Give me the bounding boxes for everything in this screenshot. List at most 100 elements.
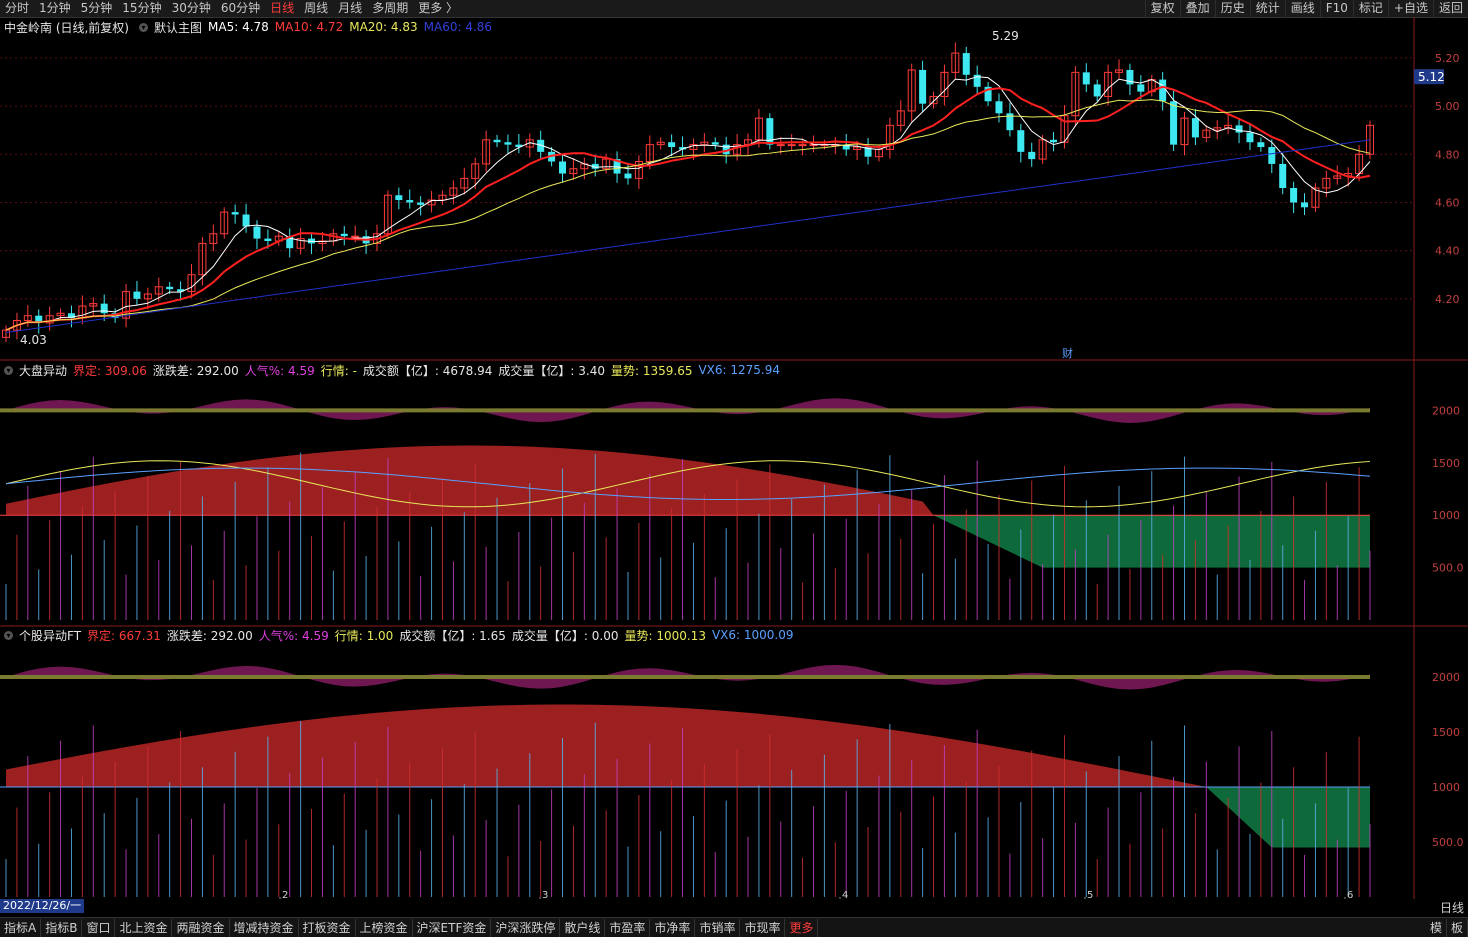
candle-down bbox=[253, 226, 261, 239]
tool-button[interactable]: 统计 bbox=[1249, 0, 1285, 17]
period-tab[interactable]: 多周期 bbox=[372, 1, 409, 15]
candle-down bbox=[1246, 132, 1254, 143]
period-label: 日线 bbox=[1439, 901, 1464, 915]
candle-up bbox=[56, 312, 65, 317]
indicator-tick: 500.0 bbox=[1432, 562, 1464, 575]
candle-up bbox=[198, 242, 207, 276]
candle-down bbox=[1028, 151, 1036, 160]
panel-button[interactable]: 板 bbox=[1447, 918, 1468, 937]
panel2-jieding: 界定: 309.06 bbox=[73, 363, 147, 378]
collapse-icon[interactable]: ▾ bbox=[4, 630, 13, 640]
candle-down bbox=[100, 303, 108, 314]
period-tab[interactable]: 日线 bbox=[270, 1, 295, 15]
tool-button[interactable]: +自选 bbox=[1387, 0, 1433, 17]
indicator-tab[interactable]: 市销率 bbox=[695, 918, 741, 937]
candle-up bbox=[471, 163, 480, 179]
period-tab[interactable]: 分时 bbox=[5, 1, 30, 15]
tool-button[interactable]: 复权 bbox=[1144, 0, 1180, 17]
price-tick: 5.00 bbox=[1435, 100, 1460, 113]
indicator-tab[interactable]: 北上资金 bbox=[115, 918, 173, 937]
ma5-line bbox=[5, 76, 1371, 331]
indicator-tab[interactable]: 沪深ETF资金 bbox=[413, 918, 492, 937]
low-label: 4.03 bbox=[20, 333, 47, 347]
candle-up bbox=[1115, 69, 1124, 73]
candle-down bbox=[995, 101, 1003, 114]
candle-down bbox=[133, 291, 141, 299]
candle-down bbox=[504, 142, 512, 145]
candle-up bbox=[383, 194, 392, 235]
candle-down bbox=[984, 86, 992, 102]
candle-down bbox=[962, 53, 970, 75]
indicator-tick: 500.0 bbox=[1432, 836, 1464, 849]
indicator-tab[interactable]: 上榜资金 bbox=[356, 918, 413, 937]
period-tab[interactable]: 周线 bbox=[304, 1, 329, 15]
period-tab[interactable]: 1分钟 bbox=[39, 1, 71, 15]
strip-area bbox=[6, 398, 1370, 423]
ma5-value: MA5: 4.78 bbox=[208, 20, 269, 34]
panel3-name[interactable]: 个股异动FT bbox=[19, 628, 82, 643]
panel3-amount: 成交额【亿】: 1.65 bbox=[399, 628, 506, 643]
candle-down bbox=[1093, 84, 1101, 97]
candle-down bbox=[177, 289, 185, 292]
indicator-tab[interactable]: 指标A bbox=[0, 918, 42, 937]
candle-down bbox=[1082, 72, 1090, 85]
period-tab[interactable]: 15分钟 bbox=[122, 1, 162, 15]
template-name[interactable]: 默认主图 bbox=[154, 20, 203, 35]
candle-down bbox=[67, 313, 75, 319]
indicator-tab[interactable]: 两融资金 bbox=[172, 918, 230, 937]
candle-down bbox=[1006, 113, 1014, 131]
liangshi-line bbox=[5, 460, 1371, 508]
period-tab[interactable]: 更多 〉 bbox=[418, 1, 459, 15]
indicator-tab[interactable]: 指标B bbox=[41, 918, 83, 937]
tool-button[interactable]: 标记 bbox=[1352, 0, 1388, 17]
period-tab[interactable]: 月线 bbox=[338, 1, 363, 15]
dropdown-icon[interactable]: ▾ bbox=[139, 22, 148, 32]
tool-button[interactable]: 历史 bbox=[1214, 0, 1250, 17]
panel2-renqi: 人气%: 4.59 bbox=[244, 363, 315, 378]
indicator-tick: 1000 bbox=[1432, 509, 1460, 522]
candle-up bbox=[187, 274, 196, 293]
indicator-tab[interactable]: 窗口 bbox=[82, 918, 116, 937]
period-tab[interactable]: 5分钟 bbox=[80, 1, 113, 15]
indicator-tab[interactable]: 打板资金 bbox=[299, 918, 356, 937]
wave-negative bbox=[6, 787, 1370, 848]
indicator-tab[interactable]: 市现率 bbox=[740, 918, 786, 937]
candle-up bbox=[645, 144, 654, 162]
month-label: 4 bbox=[842, 890, 848, 899]
indicator-tab[interactable]: 沪深涨跌停 bbox=[491, 918, 561, 937]
tool-button[interactable]: 返回 bbox=[1432, 0, 1468, 17]
candle-up bbox=[896, 110, 905, 126]
indicator-toolbar: 指标A 指标B 窗口 北上资金 两融资金 增减持资金 打板资金 上榜资金 沪深ETF资金 沪深涨跌… bbox=[0, 917, 1468, 937]
candle-up bbox=[907, 69, 916, 112]
candle-up bbox=[940, 71, 949, 97]
candle-down bbox=[1257, 142, 1265, 148]
period-tab[interactable]: 30分钟 bbox=[171, 1, 211, 15]
indicator-tab[interactable]: 散户线 bbox=[560, 918, 606, 937]
chart-canvas[interactable]: 5.20 5.00 4.80 4.60 4.40 4.20 5.29 4.03 财 5.12 200… bbox=[0, 17, 1468, 899]
tool-button[interactable]: 叠加 bbox=[1179, 0, 1215, 17]
tool-button[interactable]: 画线 bbox=[1284, 0, 1320, 17]
collapse-icon[interactable]: ▾ bbox=[4, 365, 13, 375]
panel-button[interactable]: 模 bbox=[1426, 918, 1447, 937]
candle-down bbox=[493, 139, 501, 143]
wave-positive bbox=[6, 445, 1370, 516]
indicator-tab[interactable]: 市盈率 bbox=[605, 918, 651, 937]
candle-down bbox=[1137, 84, 1145, 92]
tool-button[interactable]: F10 bbox=[1319, 0, 1353, 17]
panel2-vx6: VX6: 1275.94 bbox=[698, 363, 781, 377]
candle-down bbox=[1268, 147, 1276, 164]
stock-name[interactable]: 中金岭南 (日线,前复权) bbox=[4, 20, 129, 35]
indicator-tab[interactable]: 更多 bbox=[785, 918, 819, 937]
ma10-line bbox=[5, 85, 1371, 332]
candle-down bbox=[340, 233, 348, 237]
candle-down bbox=[1017, 130, 1025, 152]
bottom-right-buttons: 模板 bbox=[1426, 918, 1468, 937]
indicator-tab[interactable]: 市净率 bbox=[650, 918, 696, 937]
finance-marker: 财 bbox=[1062, 346, 1073, 360]
strip-area bbox=[6, 664, 1370, 690]
panel2-name[interactable]: 大盘异动 bbox=[19, 363, 68, 378]
candle-down bbox=[515, 144, 523, 148]
period-tab[interactable]: 60分钟 bbox=[220, 1, 261, 15]
candle-down bbox=[591, 163, 599, 169]
indicator-tab[interactable]: 增减持资金 bbox=[230, 918, 299, 937]
